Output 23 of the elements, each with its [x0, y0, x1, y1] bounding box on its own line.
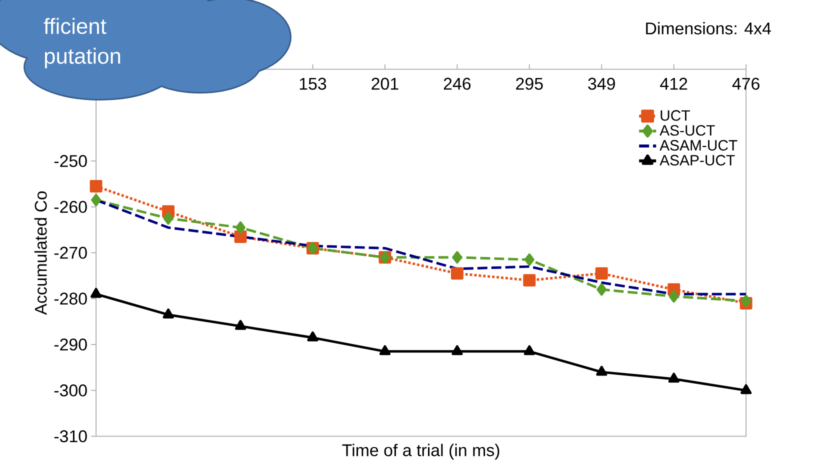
x-tick-label: 349 — [588, 78, 615, 90]
legend-label: ASAP-UCT — [660, 154, 735, 166]
y-tick-label: -260 — [54, 200, 87, 213]
legend-label: ASAM-UCT — [660, 140, 738, 151]
legend-label: UCT — [660, 110, 690, 121]
y-tick-label: -310 — [54, 430, 87, 442]
x-tick-label: 153 — [300, 78, 326, 90]
y-axis-title: Accumulated Co — [34, 191, 47, 315]
x-tick-label: 246 — [444, 78, 471, 90]
y-tick-label: -300 — [54, 384, 87, 396]
text: fficient — [44, 18, 106, 34]
x-axis-title: Time of a trial (in ms) — [342, 444, 500, 460]
x-tick-label: 412 — [660, 78, 688, 90]
y-tick-label: -290 — [54, 338, 87, 351]
y-tick-label: -250 — [54, 155, 87, 168]
chart-subtitle: Dimensions: 4x4 — [646, 22, 771, 34]
x-tick-label: 476 — [732, 78, 760, 90]
y-tick-label: -270 — [54, 246, 87, 259]
text: putation — [44, 48, 120, 68]
x-tick-label: 201 — [372, 78, 398, 90]
x-tick-label: 295 — [516, 78, 543, 90]
legend-label: AS-UCT — [660, 125, 715, 136]
y-tick-label: -280 — [54, 292, 87, 305]
